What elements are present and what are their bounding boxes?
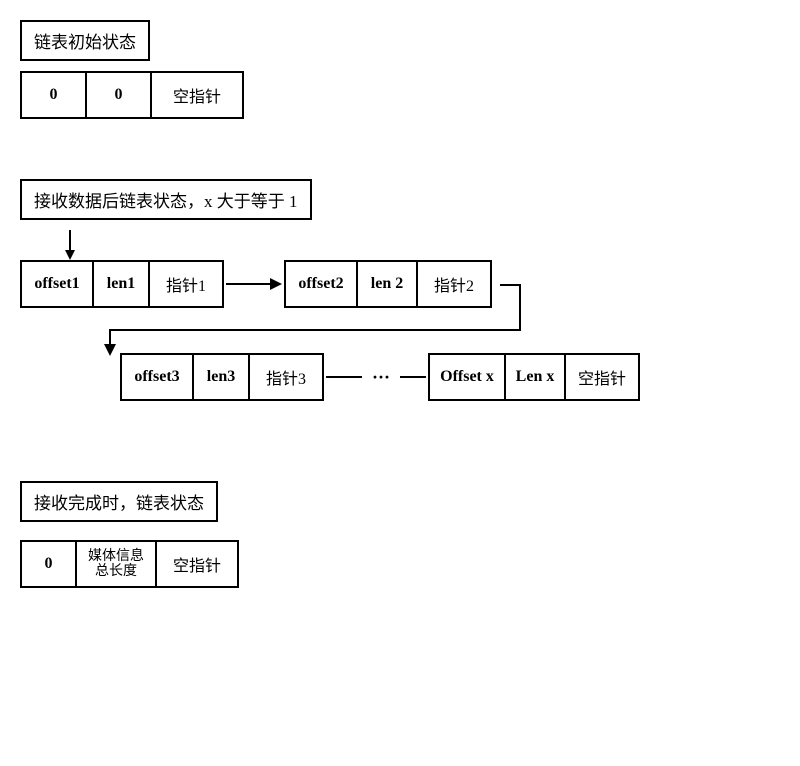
cell: 空指针: [157, 542, 237, 586]
cell: 指针2: [418, 262, 490, 306]
cell: offset2: [286, 262, 358, 306]
node-x: Offset x Len x 空指针: [428, 353, 640, 401]
node-3: offset3 len3 指针3: [120, 353, 324, 401]
label-initial: 链表初始状态: [20, 20, 150, 61]
cell: 0: [22, 542, 77, 586]
row-initial: 0 0 空指针: [20, 71, 780, 119]
node-1: offset1 len1 指针1: [20, 260, 224, 308]
cell: len 2: [358, 262, 418, 306]
cell: Len x: [506, 355, 566, 399]
cell: 0: [87, 73, 152, 117]
cell: 0: [22, 73, 87, 117]
label-receiving: 接收数据后链表状态，x 大于等于 1: [20, 179, 312, 220]
label-complete: 接收完成时，链表状态: [20, 481, 218, 522]
cell: 指针1: [150, 262, 222, 306]
ellipsis: ···: [372, 367, 390, 388]
cell: len1: [94, 262, 150, 306]
node-complete: 0 媒体信息 总长度 空指针: [20, 540, 239, 588]
right-arrow-icon: [224, 274, 284, 294]
section-initial: 链表初始状态 0 0 空指针: [20, 20, 780, 119]
cell: Offset x: [430, 355, 506, 399]
row-receiving-1: offset1 len1 指针1 offset2 len 2 指针2: [20, 260, 780, 308]
node-2: offset2 len 2 指针2: [284, 260, 492, 308]
section-complete: 接收完成时，链表状态 0 媒体信息 总长度 空指针: [20, 481, 780, 588]
cell: 指针3: [250, 355, 322, 399]
row-complete: 0 媒体信息 总长度 空指针: [20, 540, 780, 588]
cell: len3: [194, 355, 250, 399]
node-initial: 0 0 空指针: [20, 71, 244, 119]
connector-line-icon: [324, 372, 364, 382]
cell: 媒体信息 总长度: [77, 542, 157, 586]
row-receiving-2: offset3 len3 指针3 ··· Offset x Len x 空指针: [120, 353, 780, 401]
cell: offset3: [122, 355, 194, 399]
cell: 空指针: [566, 355, 638, 399]
cell: offset1: [22, 262, 94, 306]
section-receiving: 接收数据后链表状态，x 大于等于 1 offset1 len1 指针1 offs…: [20, 179, 780, 401]
cell: 空指针: [152, 73, 242, 117]
connector-line-icon: [398, 372, 428, 382]
down-arrow-icon: [65, 230, 85, 260]
